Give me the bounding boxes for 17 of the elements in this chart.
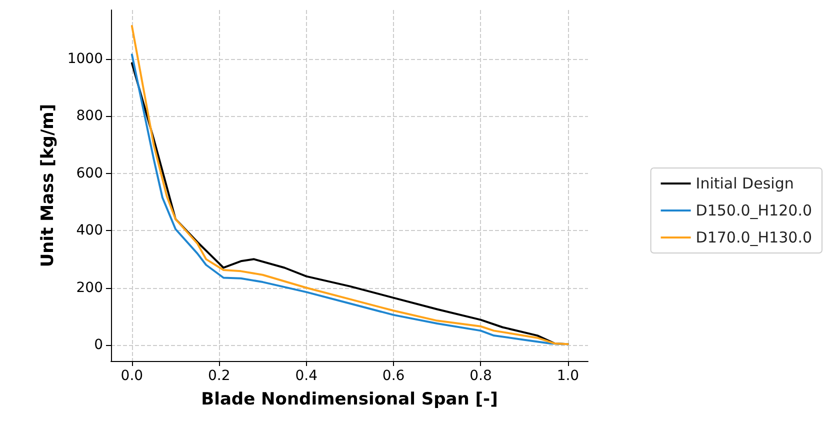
legend-label: D150.0_H120.0 (696, 202, 812, 220)
x-tick-label: 0.4 (295, 368, 318, 384)
x-tick-label: 1.0 (556, 368, 580, 384)
y-tick-label: 0 (94, 336, 103, 353)
x-tick-label: 0.8 (470, 368, 492, 384)
y-tick-label: 200 (76, 280, 103, 296)
x-tick-label: 0.6 (382, 368, 405, 384)
x-axis-title: Blade Nondimensional Span [-] (201, 390, 498, 410)
y-tick-label: 400 (76, 222, 103, 239)
x-tick-label: 0.2 (208, 368, 230, 384)
legend-label: Initial Design (696, 174, 794, 192)
legend-label: D170.0_H130.0 (696, 228, 812, 246)
y-tick-label: 800 (76, 108, 103, 124)
y-axis-title: Unit Mass [kg/m] (38, 104, 58, 268)
y-tick-label: 1000 (67, 50, 103, 67)
x-tick-label: 0.0 (120, 368, 144, 384)
y-tick-label: 600 (76, 165, 103, 182)
